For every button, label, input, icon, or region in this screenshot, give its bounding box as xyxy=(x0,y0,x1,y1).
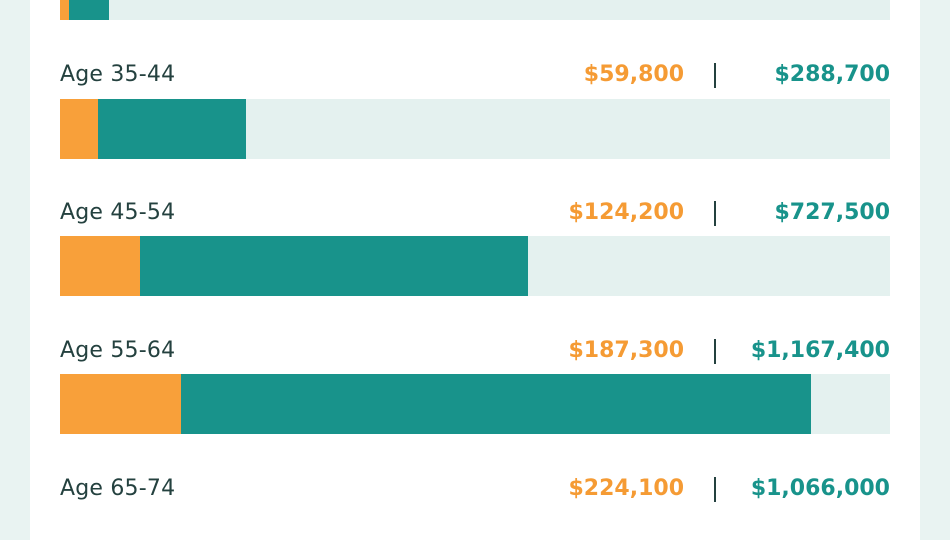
bar-track xyxy=(60,374,890,434)
category-label: Age 55-64 xyxy=(60,338,176,363)
value-divider xyxy=(714,477,716,502)
mean-value-label: $288,700 xyxy=(774,62,890,87)
mean-value-label: $1,167,400 xyxy=(750,338,890,363)
bar-track xyxy=(60,0,890,20)
value-divider xyxy=(714,201,716,226)
bar-track xyxy=(60,99,890,159)
median-value-label: $59,800 xyxy=(583,62,684,87)
bar-median xyxy=(60,374,181,434)
median-value-label: $224,100 xyxy=(568,476,684,501)
bar-mean xyxy=(60,374,811,434)
bar-median xyxy=(60,99,98,159)
median-value-label: $124,200 xyxy=(568,200,684,225)
category-label: Age 45-54 xyxy=(60,200,176,225)
bar-track xyxy=(60,236,890,296)
bar-median xyxy=(60,0,69,20)
category-label: Age 35-44 xyxy=(60,62,176,87)
value-divider xyxy=(714,339,716,364)
mean-value-label: $1,066,000 xyxy=(750,476,890,501)
median-value-label: $187,300 xyxy=(568,338,684,363)
bar-mean xyxy=(60,0,109,20)
mean-value-label: $727,500 xyxy=(774,200,890,225)
category-label: Age 65-74 xyxy=(60,476,176,501)
bar-median xyxy=(60,236,140,296)
value-divider xyxy=(714,63,716,88)
